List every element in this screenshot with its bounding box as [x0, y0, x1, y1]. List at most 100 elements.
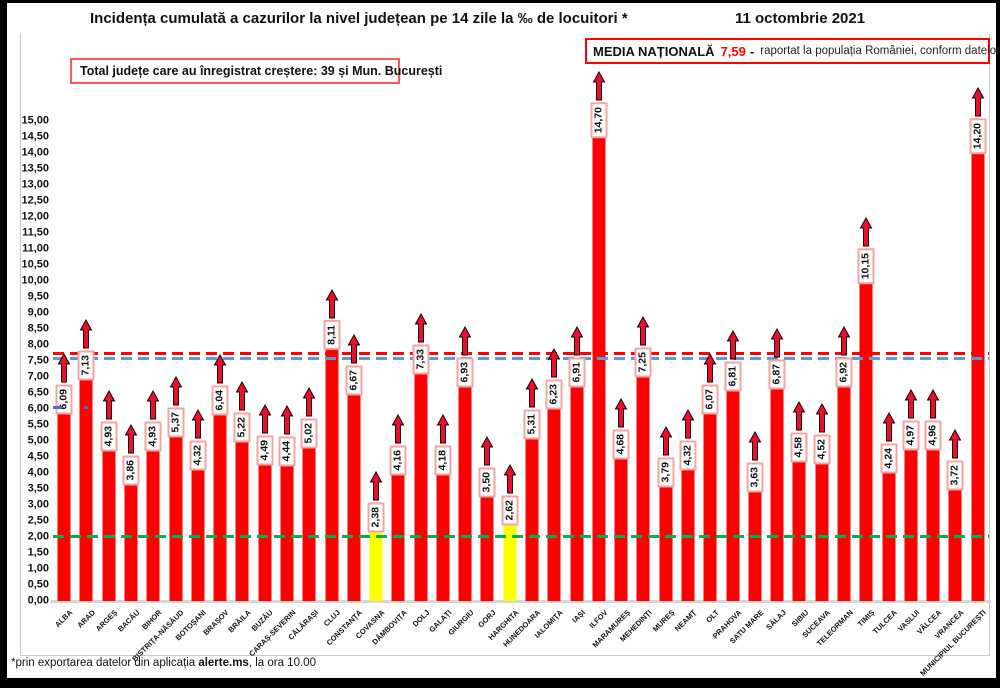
bar [436, 467, 450, 601]
bar [302, 440, 316, 601]
bar-column-teleorman: 6,92 [833, 105, 855, 601]
bar-annotation: 6,91 [568, 326, 586, 388]
bar-annotation: 5,37 [167, 375, 185, 438]
bar-column-bistri-a-n-s-ud: 5,37 [164, 105, 186, 601]
bar-value-label: 2,62 [501, 494, 519, 526]
bar [235, 433, 249, 601]
bar-column-vrancea: 3,72 [944, 105, 966, 601]
bar [325, 341, 339, 601]
reference-line-blue [53, 357, 989, 361]
increase-arrow-icon [325, 288, 338, 319]
bar-column-mehedin-i: 7,25 [632, 105, 654, 601]
increase-arrow-icon [614, 397, 628, 428]
y-tick-label: 4,50 [27, 450, 49, 463]
bar-column-prahova: 6,81 [721, 105, 743, 601]
chart-canvas: Incidența cumulată a cazurilor la nivel … [7, 3, 1000, 678]
y-tick-label: 4,00 [27, 466, 49, 479]
previous-value-marker [84, 406, 89, 409]
bar [414, 366, 428, 601]
increase-arrow-icon [258, 403, 272, 434]
y-tick-label: 14,50 [21, 130, 49, 143]
bar-annotation: 4,32 [189, 409, 207, 471]
bar-value-label: 4,93 [144, 420, 162, 452]
y-tick-label: 5,50 [27, 418, 49, 431]
y-tick-label: 1,00 [27, 562, 49, 575]
bar-column-bra-ov: 6,04 [209, 105, 231, 601]
x-axis-label: BACĂU [115, 608, 142, 634]
bar-value-label: 4,52 [813, 433, 831, 465]
chart-frame: 0,00 0,50 1,00 1,50 2,00 2,50 3,00 3,50 4,00 4,50… [20, 33, 991, 678]
bar [926, 442, 940, 601]
bar-column-bihor: 4,93 [142, 105, 164, 601]
y-tick-label: 3,00 [27, 498, 49, 511]
y-tick-label: 10,00 [21, 274, 49, 287]
y-tick-label: 13,50 [21, 162, 49, 175]
bar-annotation: 7,33 [412, 313, 430, 375]
bar-column-constan-a: 6,67 [343, 105, 365, 601]
bar-value-label: 4,93 [100, 420, 118, 452]
increase-arrow-icon [748, 431, 762, 461]
bar-value-label: 4,18 [434, 444, 452, 476]
bar-annotation: 14,20 [969, 87, 987, 155]
y-tick-label: 15,00 [21, 114, 49, 127]
bar-annotation: 4,93 [100, 389, 118, 452]
bar [681, 462, 695, 601]
footnote: *prin exportarea datelor din aplicația a… [11, 657, 316, 669]
bar [391, 467, 405, 601]
bar-column-ia-i: 6,91 [565, 105, 587, 601]
bar-column-arad: 7,13 [75, 105, 97, 601]
bar [592, 130, 606, 601]
bar [547, 401, 561, 601]
bar-annotation: 3,50 [478, 435, 496, 497]
x-axis-labels: ALBA ARAD ARGEȘ BACĂU BIHOR BISTRIȚA-NĂSĂUD BO… [53, 604, 989, 678]
bar [570, 379, 584, 601]
increase-arrow-icon [481, 435, 494, 466]
increase-arrow-icon [681, 409, 695, 439]
increase-arrow-icon [592, 71, 606, 101]
y-tick-label: 10,50 [21, 258, 49, 271]
bar-annotation: 2,62 [501, 463, 519, 526]
bar-value-label: 6,23 [545, 379, 563, 410]
bar-column-ilfov: 14,70 [588, 71, 610, 601]
bar [703, 406, 717, 601]
bar-column-suceava: 4,52 [811, 105, 833, 601]
bar-value-label: 3,79 [657, 457, 675, 488]
x-axis-label: IAȘI [570, 608, 588, 625]
bar-value-label: 3,86 [122, 455, 140, 486]
bar-annotation: 6,87 [768, 327, 786, 390]
previous-value-marker [53, 406, 62, 409]
bar-column-gala-i: 4,18 [432, 105, 454, 601]
increase-arrow-icon [570, 326, 583, 356]
bar-value-label: 10,15 [857, 247, 875, 285]
bar-column-dolj: 7,33 [410, 105, 432, 601]
bar-column-sibiu: 4,58 [788, 105, 810, 601]
bar-annotation: 4,52 [813, 402, 831, 465]
footnote-prefix: *prin exportarea datelor din aplicația [11, 657, 199, 669]
plot-area: 6,09 7,13 4,93 3,86 4,93 5,37 4,32 6,04 5,22 4,49… [51, 71, 991, 603]
national-average-label: MEDIA NAȚIONALĂ [593, 43, 715, 59]
bar-value-label: 6,93 [456, 356, 474, 388]
y-tick-label: 11,00 [22, 242, 49, 255]
y-tick-label: 14,00 [21, 146, 49, 159]
bar-column-olt: 6,07 [699, 105, 721, 601]
bar-value-label: 4,44 [278, 436, 296, 467]
bar [659, 479, 673, 601]
bar-column-neam-: 4,32 [677, 105, 699, 601]
growth-total-box: Total județe care au înregistrat creșter… [70, 58, 442, 84]
bar [837, 379, 851, 601]
y-tick-label: 7,50 [27, 354, 49, 367]
increase-arrow-icon [815, 402, 829, 433]
y-tick-label: 11,50 [22, 226, 49, 239]
footnote-suffix: , la ora 10.00 [248, 657, 316, 669]
bar-value-label: 4,49 [256, 434, 274, 466]
increase-arrow-icon [302, 386, 316, 417]
bar [124, 477, 138, 601]
y-tick-label: 12,00 [21, 210, 49, 223]
bar [726, 383, 740, 601]
bar-annotation: 5,31 [523, 377, 541, 440]
increase-arrow-icon [414, 313, 427, 343]
bar [102, 443, 116, 601]
bar-value-label: 14,70 [590, 102, 608, 139]
bar-annotation: 4,49 [256, 403, 274, 466]
bar-column-gorj: 3,50 [476, 105, 498, 601]
